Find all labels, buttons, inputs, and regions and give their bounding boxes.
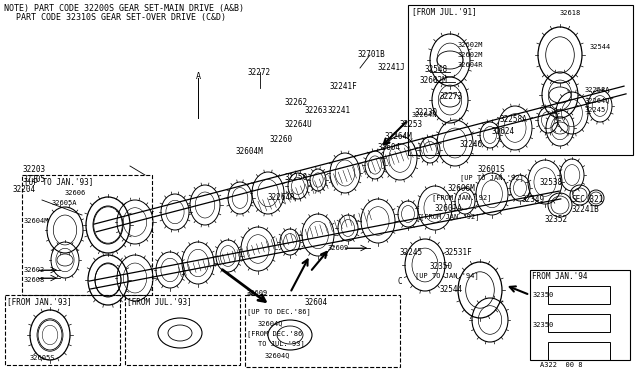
Text: 32230: 32230 — [415, 108, 438, 117]
Text: 32204: 32204 — [12, 185, 35, 194]
Text: 32264R: 32264R — [268, 193, 296, 202]
Text: [FROM JAN.'92]: [FROM JAN.'92] — [420, 213, 479, 220]
Text: [UP TO DEC.'86]: [UP TO DEC.'86] — [247, 308, 311, 315]
Text: 32604R: 32604R — [458, 62, 483, 68]
Text: [FROM JAN.'92]: [FROM JAN.'92] — [432, 194, 492, 201]
Text: 32601S: 32601S — [478, 165, 506, 174]
Text: 32624: 32624 — [492, 127, 515, 136]
Text: 32352: 32352 — [545, 215, 568, 224]
Text: SEC.321: SEC.321 — [572, 195, 604, 204]
Text: 32350: 32350 — [533, 292, 554, 298]
Bar — [530, 270, 630, 360]
Text: [UP TO JAN.'92]: [UP TO JAN.'92] — [460, 174, 524, 181]
Text: 32250: 32250 — [285, 173, 308, 182]
Text: A: A — [195, 72, 200, 81]
Text: 32605A: 32605A — [52, 200, 77, 206]
Text: FROM JAN.'94: FROM JAN.'94 — [532, 272, 588, 281]
Text: [FROM JAN.'93]: [FROM JAN.'93] — [7, 297, 72, 306]
Text: 32548: 32548 — [425, 65, 448, 74]
Text: 32606: 32606 — [65, 190, 86, 196]
Text: 32245: 32245 — [585, 107, 606, 113]
Text: 32701B: 32701B — [358, 50, 386, 59]
Bar — [548, 342, 610, 360]
Text: [FROM JUL.'93]: [FROM JUL.'93] — [127, 297, 192, 306]
Text: 32264U: 32264U — [285, 120, 313, 129]
Text: 32604: 32604 — [378, 143, 401, 152]
Text: 32609: 32609 — [328, 245, 349, 251]
Text: [UP TO JAN.'93]: [UP TO JAN.'93] — [24, 177, 93, 186]
Text: 32241: 32241 — [328, 106, 351, 115]
Text: 32602: 32602 — [24, 267, 45, 273]
Text: 32538: 32538 — [540, 178, 563, 187]
Text: 32350: 32350 — [430, 262, 453, 271]
Text: PART CODE 32310S GEAR SET-OVER DRIVE (C&D): PART CODE 32310S GEAR SET-OVER DRIVE (C&… — [16, 13, 226, 22]
Text: 32604Q: 32604Q — [265, 352, 291, 358]
Text: NOTE) PART CODE 32200S GEAR SET-MAIN DRIVE (A&B): NOTE) PART CODE 32200S GEAR SET-MAIN DRI… — [4, 4, 244, 13]
Text: 32604M: 32604M — [235, 147, 263, 156]
Text: 32264N: 32264N — [412, 112, 438, 118]
Bar — [5, 295, 120, 365]
Text: 32262: 32262 — [285, 98, 308, 107]
Text: TO JUL.'93]: TO JUL.'93] — [258, 340, 305, 347]
Text: 32605S: 32605S — [30, 355, 56, 361]
Text: C: C — [398, 277, 403, 286]
Text: 32260: 32260 — [270, 135, 293, 144]
Bar — [125, 295, 240, 365]
Text: 32604Q: 32604Q — [258, 320, 284, 326]
Bar — [408, 5, 633, 155]
Text: 32618: 32618 — [560, 10, 581, 16]
Text: 32205: 32205 — [22, 175, 45, 184]
Text: 32245: 32245 — [400, 248, 423, 257]
Text: 32606M: 32606M — [448, 184, 476, 193]
Text: 32604: 32604 — [305, 298, 328, 307]
Text: 32608: 32608 — [24, 277, 45, 283]
Text: 32264Q: 32264Q — [585, 97, 611, 103]
Bar — [245, 295, 400, 367]
Bar — [548, 286, 610, 304]
Bar — [548, 314, 610, 332]
Text: 32604M: 32604M — [24, 218, 49, 224]
Text: 32602M: 32602M — [458, 52, 483, 58]
Text: 32544: 32544 — [440, 285, 463, 294]
Text: 32349: 32349 — [522, 195, 545, 204]
Text: 32258A: 32258A — [585, 87, 611, 93]
Text: 32241B: 32241B — [572, 205, 600, 214]
Text: [UP TO JAN.'94]: [UP TO JAN.'94] — [415, 272, 479, 279]
Text: 32272: 32272 — [248, 68, 271, 77]
Text: 32203: 32203 — [22, 165, 45, 174]
Text: 32264M: 32264M — [385, 132, 413, 141]
Text: 32531F: 32531F — [445, 248, 473, 257]
Text: 32263: 32263 — [305, 106, 328, 115]
Text: 32241J: 32241J — [378, 63, 406, 72]
Bar — [22, 175, 152, 295]
Text: 32246: 32246 — [460, 140, 483, 149]
Text: A322  00 8: A322 00 8 — [540, 362, 582, 368]
Text: 32273: 32273 — [440, 92, 463, 101]
Text: 32544: 32544 — [590, 44, 611, 50]
Text: 32602M: 32602M — [420, 76, 448, 85]
Text: 32609: 32609 — [247, 290, 268, 296]
Text: 32241F: 32241F — [330, 82, 358, 91]
Text: 32253: 32253 — [400, 120, 423, 129]
Text: [FROM DEC.'86: [FROM DEC.'86 — [247, 330, 302, 337]
Text: 32258A: 32258A — [500, 115, 528, 124]
Text: 32602M: 32602M — [458, 42, 483, 48]
Text: 32350: 32350 — [533, 322, 554, 328]
Text: [FROM JUL.'91]: [FROM JUL.'91] — [412, 7, 477, 16]
Text: 32601A: 32601A — [435, 204, 463, 213]
